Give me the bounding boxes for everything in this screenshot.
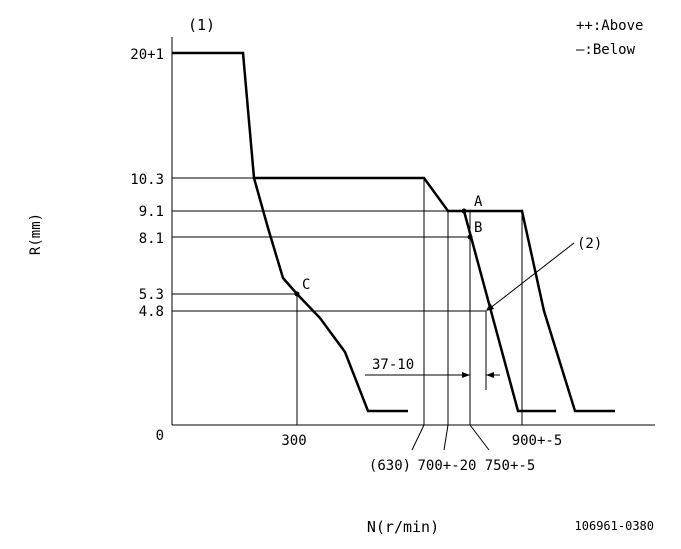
legend-above: ++:Above <box>576 18 643 34</box>
x-axis-label: N(r/min) <box>367 518 439 536</box>
gap-arrow-right <box>486 372 494 378</box>
xleader-630 <box>411 424 425 451</box>
series-main-curve <box>172 51 556 413</box>
y-tick-10-3: 10.3 <box>130 172 164 188</box>
point-b-marker <box>467 234 473 240</box>
gap-label: 37-10 <box>372 357 414 373</box>
callout-leader <box>488 242 575 310</box>
y-tick-20: 20+1 <box>130 47 164 63</box>
y-tick-4-8: 4.8 <box>139 304 164 320</box>
document-code: 106961-0380 <box>575 519 654 533</box>
x-tick-300: 300 <box>281 433 306 449</box>
legend-below: —:Below <box>576 42 636 58</box>
series-lower-curve <box>252 177 408 413</box>
point-c-label: C <box>302 277 310 293</box>
y-tick-5-3: 5.3 <box>139 287 164 303</box>
x-tick-750: 750+-5 <box>485 458 536 474</box>
point-a-marker <box>461 208 467 214</box>
point-c-marker <box>294 291 300 297</box>
y-axis-label: R(mm) <box>28 213 44 255</box>
y-tick-9-1: 9.1 <box>139 204 164 220</box>
x-tick-630: (630) <box>369 458 411 474</box>
gap-arrow-left <box>462 372 470 378</box>
figure-label: (1) <box>188 16 215 34</box>
callout-label: (2) <box>577 236 602 252</box>
y-tick-0: 0 <box>156 428 164 444</box>
xleader-750 <box>469 424 490 451</box>
callout-arrowhead <box>486 303 494 311</box>
point-a-label: A <box>474 194 483 210</box>
series-upper-curve <box>464 209 615 413</box>
y-tick-8-1: 8.1 <box>139 231 164 247</box>
x-tick-900: 900+-5 <box>512 433 563 449</box>
x-tick-700: 700+-20 <box>417 458 476 474</box>
xleader-700 <box>443 424 449 451</box>
point-b-label: B <box>474 220 482 236</box>
